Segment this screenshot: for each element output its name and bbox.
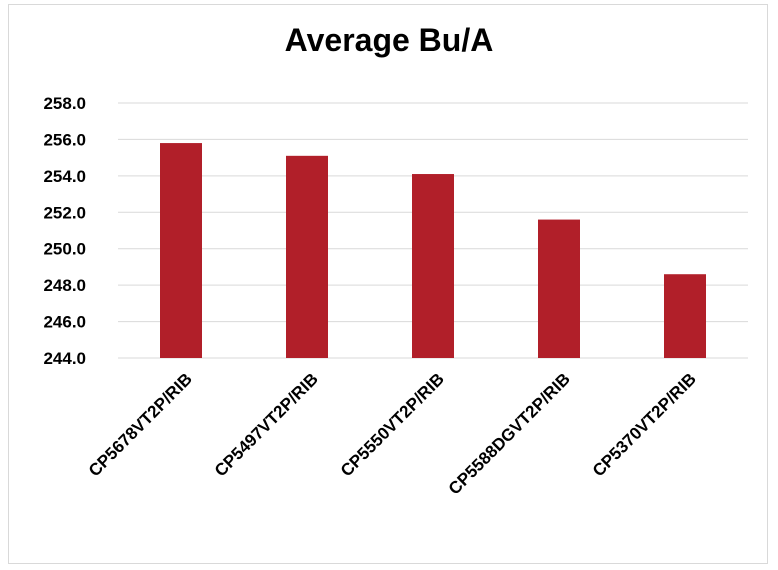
x-axis-labels: CP5678VT2P/RIB CP5497VT2P/RIB CP5550VT2P/R… [85,369,700,498]
y-axis-ticks: 244.0 246.0 248.0 250.0 252.0 254.0 256.0 258.0 [43,94,86,368]
y-tick-label: 256.0 [43,130,86,149]
chart-title: Average Bu/A [284,22,494,58]
y-tick-label: 244.0 [43,349,86,368]
x-category-label: CP5588DGVT2P/RIB [445,369,574,498]
x-category-label: CP5550VT2P/RIB [337,369,448,480]
y-tick-label: 254.0 [43,167,86,186]
y-tick-label: 258.0 [43,94,86,113]
y-tick-label: 248.0 [43,276,86,295]
bars [160,143,706,358]
x-category-label: CP5678VT2P/RIB [85,369,196,480]
y-tick-label: 252.0 [43,203,86,222]
bar [160,143,202,358]
bar [286,155,328,358]
chart-frame [8,4,768,564]
bar [664,274,706,358]
bar [412,174,454,358]
y-tick-label: 246.0 [43,313,86,332]
y-tick-label: 250.0 [43,240,86,259]
bar [538,219,580,358]
x-category-label: CP5370VT2P/RIB [589,369,700,480]
x-category-label: CP5497VT2P/RIB [211,369,322,480]
